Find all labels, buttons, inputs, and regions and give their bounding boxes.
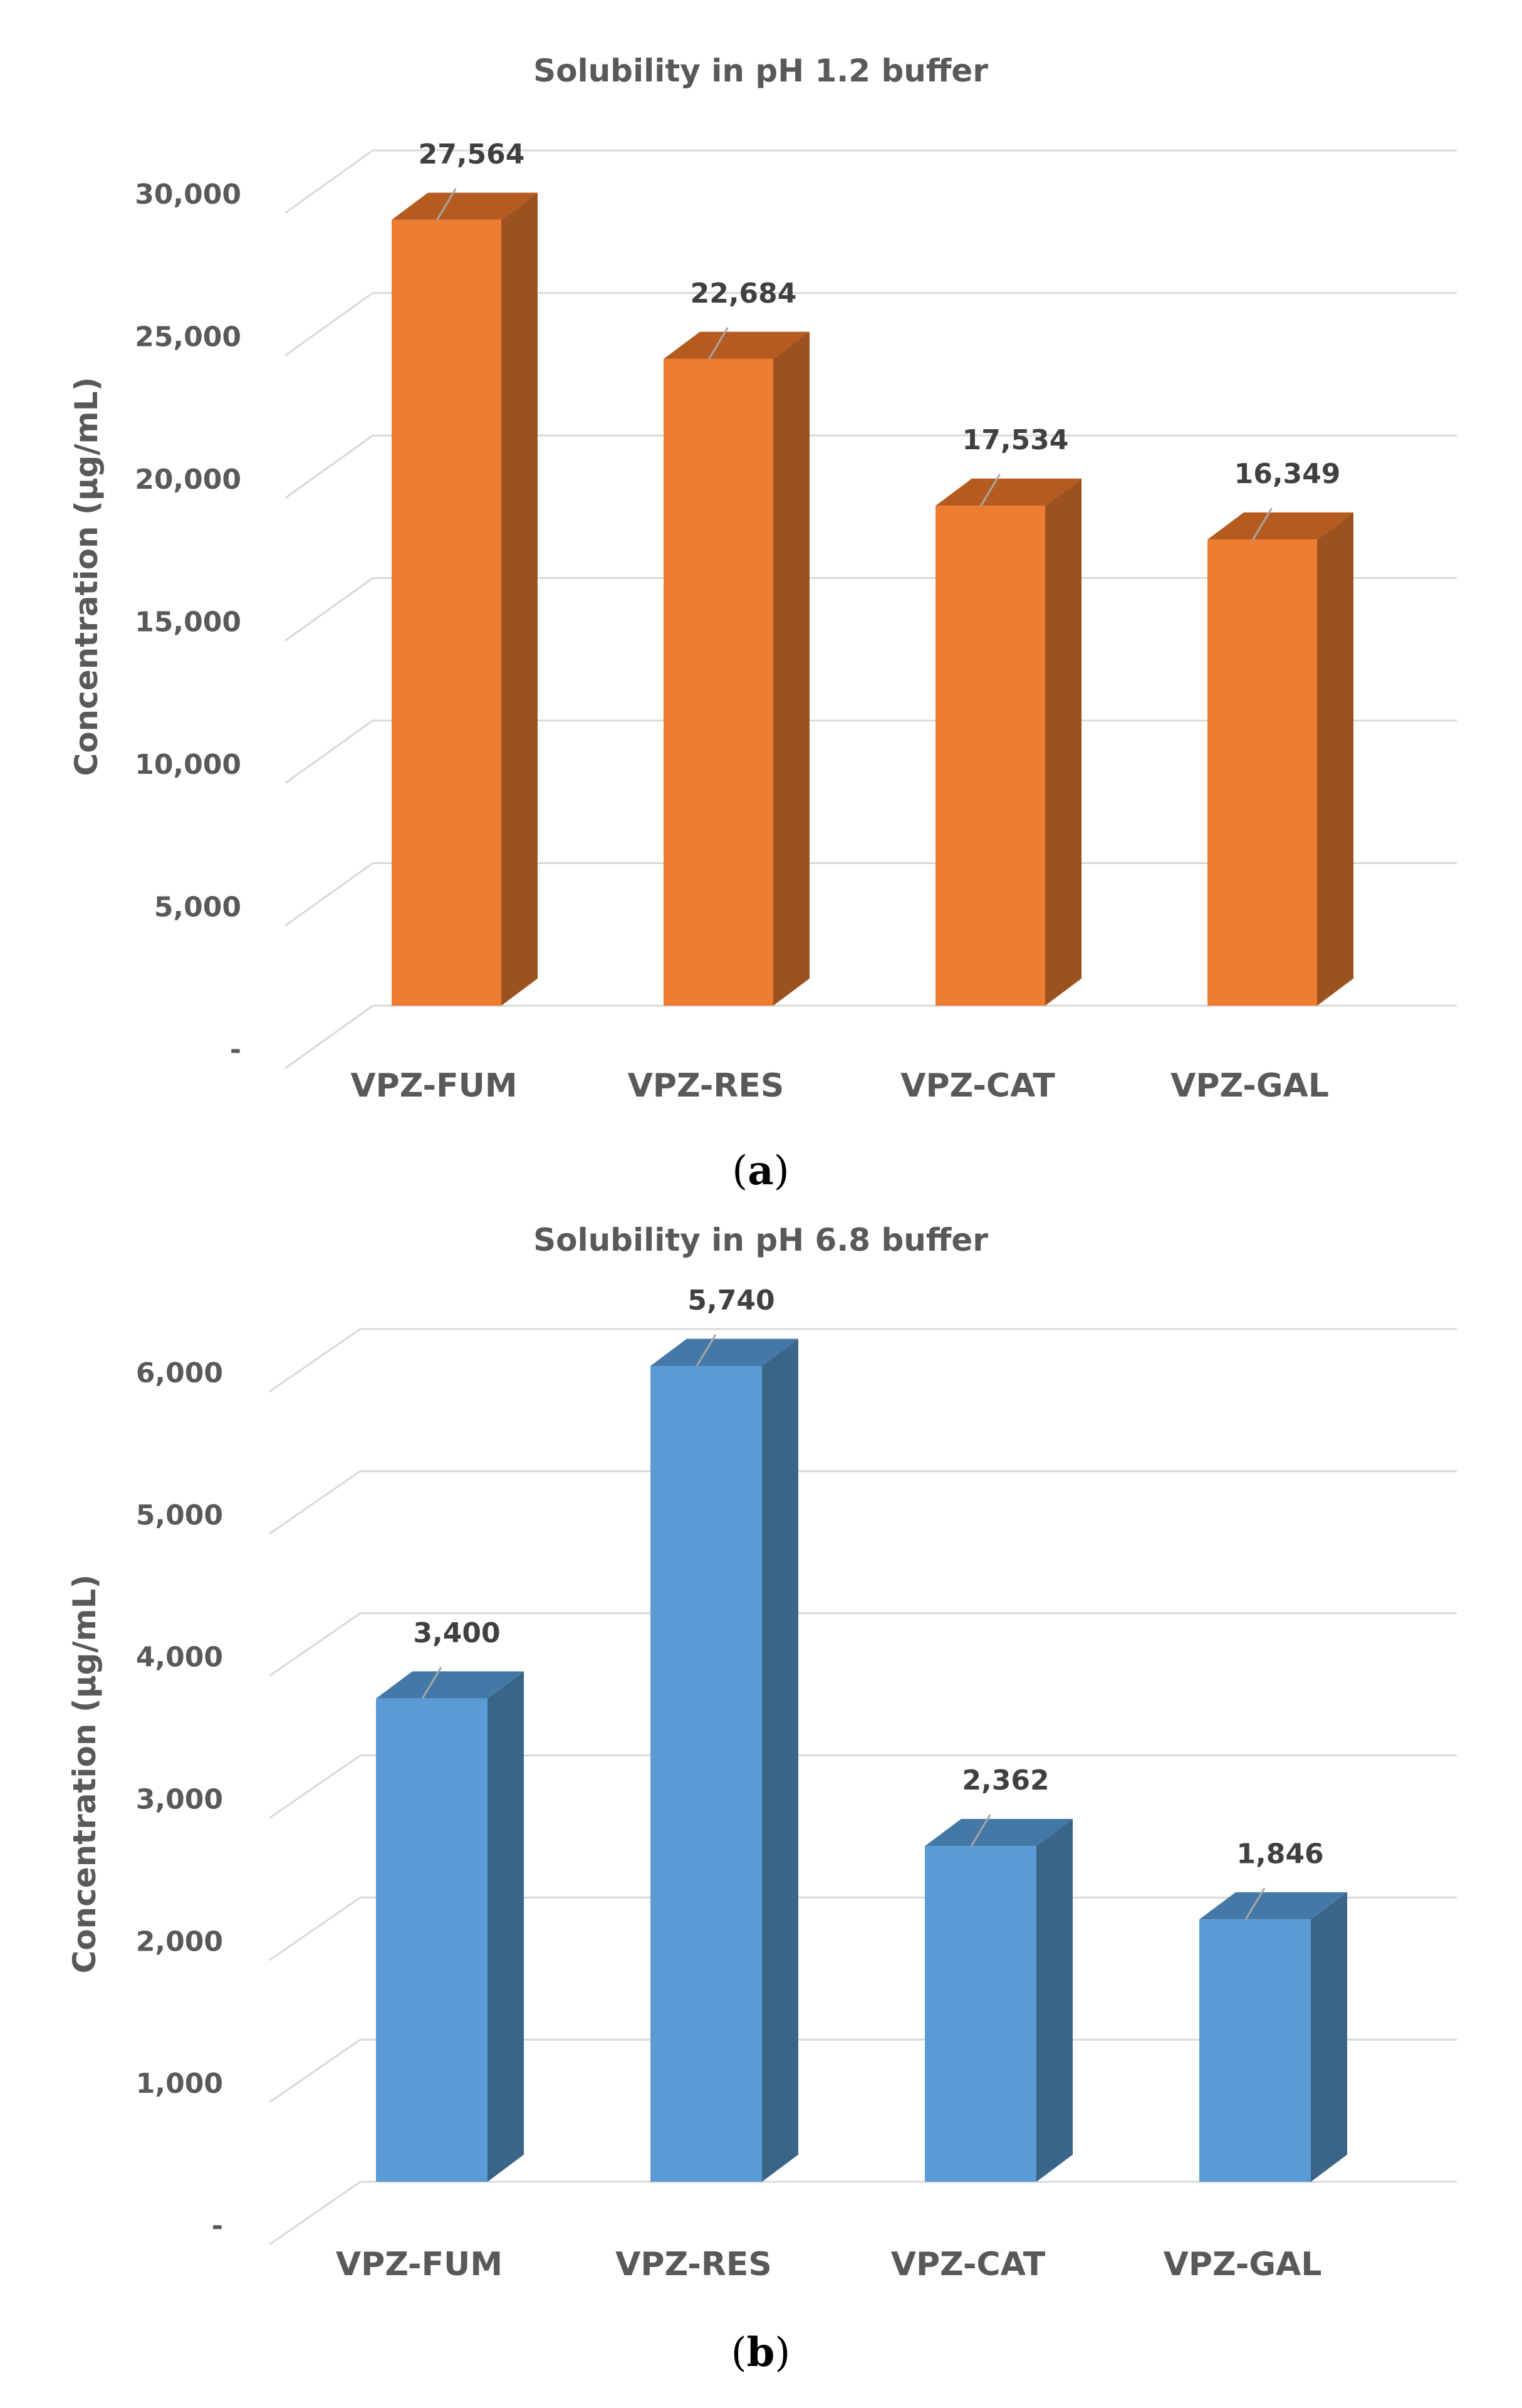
y-tick-label: 4,000	[136, 1642, 223, 1674]
data-label-leader	[421, 1666, 442, 1699]
bar-vpz-cat	[936, 474, 1082, 1006]
data-label-leader	[708, 327, 729, 360]
y-tick-label: 5,000	[136, 1499, 223, 1531]
bar-side-face	[1045, 478, 1082, 1006]
panel-caption: (a)	[732, 1147, 789, 1194]
data-label-leader	[980, 474, 1001, 506]
gridline	[269, 1612, 1457, 1677]
bar-side-face	[762, 1338, 798, 2182]
x-category-label: VPZ-FUM	[336, 2246, 503, 2283]
data-label: 16,349	[1234, 458, 1341, 490]
bar-side-face	[1317, 512, 1353, 1006]
y-tick-label: 25,000	[135, 321, 241, 353]
y-tick-label: 5,000	[154, 892, 241, 924]
bar-top-face	[392, 192, 538, 220]
y-tick-label: -	[230, 1034, 241, 1066]
bar-front-face	[376, 1698, 487, 2182]
chart-panel-b: Solubility in pH 6.8 buffer - 1,000 2,000 3,…	[0, 1204, 1522, 2408]
y-tick-label: 2,000	[136, 1926, 223, 1957]
caption-paren-open: (	[731, 2330, 747, 2376]
bar-vpz-fum	[376, 1666, 524, 2182]
data-label-leader	[1252, 508, 1273, 540]
bar-chart-a: Solubility in pH 1.2 buffer - 5,000 10,000 1…	[68, 53, 1457, 1194]
bar-front-face	[664, 358, 773, 1006]
chart-title: Solubility in pH 1.2 buffer	[533, 53, 988, 89]
y-tick-label: 20,000	[135, 464, 241, 496]
y-tick-label: 6,000	[136, 1357, 223, 1389]
bar-front-face	[392, 219, 501, 1006]
y-axis-label: Concentration (µg/mL)	[66, 1575, 103, 1974]
gridline	[284, 149, 1457, 214]
caption-letter: b	[747, 2329, 775, 2376]
x-category-label: VPZ-GAL	[1170, 1067, 1329, 1105]
data-label: 3,400	[413, 1617, 500, 1649]
x-category-label: VPZ-RES	[628, 1067, 784, 1105]
bar-side-face	[501, 192, 538, 1006]
data-label-leader	[1244, 1887, 1266, 1921]
x-category-label: VPZ-CAT	[891, 2246, 1046, 2283]
bar-front-face	[925, 1846, 1036, 2182]
y-axis-label: Concentration (µg/mL)	[68, 377, 105, 776]
y-tick-label: 10,000	[135, 749, 241, 781]
y-tick-label: 3,000	[136, 1784, 223, 1816]
gridline	[284, 292, 1457, 357]
bar-front-face	[650, 1365, 762, 2182]
bar-top-face	[925, 1818, 1073, 1847]
x-category-label: VPZ-GAL	[1164, 2246, 1322, 2283]
y-tick-label: 15,000	[135, 607, 241, 638]
data-label: 2,362	[962, 1764, 1049, 1796]
chart-panel-a: Solubility in pH 1.2 buffer - 5,000 10,000 1…	[68, 53, 1457, 1194]
data-label: 27,564	[419, 138, 525, 170]
data-label: 17,534	[962, 424, 1069, 456]
gridline	[284, 434, 1457, 499]
caption-letter: a	[748, 1147, 773, 1194]
bar-side-face	[1036, 1818, 1073, 2182]
bar-vpz-fum	[392, 188, 538, 1006]
bar-front-face	[936, 506, 1045, 1006]
gridline	[269, 1328, 1457, 1393]
bar-top-face	[664, 331, 810, 359]
bar-side-face	[487, 1671, 524, 2182]
y-tick-label: 1,000	[136, 2068, 223, 2100]
chart-title: Solubility in pH 6.8 buffer	[533, 1222, 988, 1258]
y-tick-label: 30,000	[135, 179, 241, 211]
bar-top-face	[376, 1671, 524, 1699]
data-label: 22,684	[691, 278, 797, 310]
bar-vpz-cat	[925, 1814, 1073, 2182]
bar-vpz-res	[664, 327, 810, 1006]
y-tick-label: -	[212, 2210, 223, 2242]
bar-chart-b: Solubility in pH 6.8 buffer - 1,000 2,000 3,…	[66, 1222, 1457, 2376]
data-label: 5,740	[687, 1285, 774, 1316]
gridline	[269, 1754, 1457, 1819]
data-label-leader	[696, 1334, 717, 1367]
bar-vpz-res	[650, 1334, 798, 2182]
bar-side-face	[773, 331, 810, 1006]
caption-paren-close: )	[774, 2330, 790, 2376]
data-label-leader	[436, 188, 457, 221]
bar-side-face	[1311, 1892, 1347, 2182]
bar-vpz-gal	[1207, 508, 1353, 1006]
caption-paren-open: (	[732, 1148, 748, 1194]
panel-caption: (b)	[731, 2329, 791, 2376]
data-label: 1,846	[1236, 1838, 1323, 1870]
caption-paren-close: )	[774, 1148, 790, 1194]
x-category-label: VPZ-CAT	[900, 1067, 1055, 1105]
bar-front-face	[1199, 1919, 1311, 2182]
bar-vpz-gal	[1199, 1887, 1347, 2182]
bar-top-face	[1207, 512, 1353, 540]
x-category-label: VPZ-RES	[615, 2246, 772, 2283]
data-label-leader	[970, 1814, 991, 1847]
gridline	[284, 1004, 1457, 1070]
gridline	[269, 2181, 1457, 2246]
bar-top-face	[936, 478, 1082, 506]
gridline	[269, 1470, 1457, 1535]
bar-top-face	[1199, 1892, 1347, 1920]
x-category-label: VPZ-FUM	[350, 1067, 517, 1105]
bar-front-face	[1207, 539, 1317, 1006]
bar-top-face	[650, 1338, 798, 1366]
